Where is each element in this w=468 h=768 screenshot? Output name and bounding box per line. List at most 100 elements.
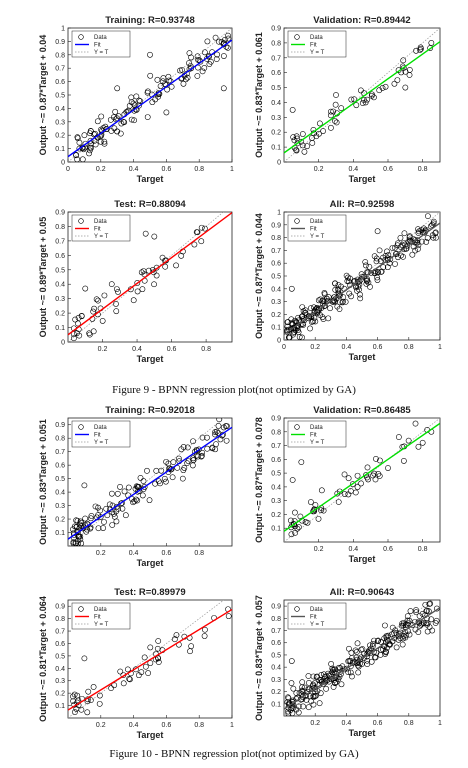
data-point xyxy=(305,704,312,711)
data-point xyxy=(371,253,378,260)
data-point xyxy=(320,297,327,304)
data-point xyxy=(168,83,175,90)
legend-data-label: Data xyxy=(94,425,107,431)
data-point xyxy=(74,330,80,337)
data-point xyxy=(429,232,436,239)
data-point xyxy=(377,457,383,464)
data-point xyxy=(315,297,322,304)
data-point xyxy=(188,65,195,72)
y-tick-label: 0.3 xyxy=(55,678,65,685)
data-point xyxy=(416,613,423,619)
y-tick-label: 0.3 xyxy=(271,299,281,306)
data-point xyxy=(382,622,388,629)
plot-title: Test: R=0.89979 xyxy=(114,587,185,598)
fit-line xyxy=(68,426,232,540)
data-point xyxy=(101,140,108,147)
data-point xyxy=(117,668,124,675)
data-point xyxy=(157,480,164,487)
data-point xyxy=(364,661,371,668)
y-axis-label: Output ~= 0.81*Target + 0.064 xyxy=(38,596,48,722)
data-point xyxy=(400,57,407,64)
data-point xyxy=(70,698,77,705)
data-point xyxy=(121,488,128,495)
y-axis-label: Output ~= 0.87*Target + 0.078 xyxy=(254,417,264,543)
data-point xyxy=(353,649,360,655)
data-point xyxy=(348,293,354,300)
data-point xyxy=(361,97,367,103)
data-point xyxy=(378,269,384,275)
data-point xyxy=(139,492,146,499)
data-point xyxy=(98,113,105,120)
data-point xyxy=(412,420,419,427)
regression-panel: 0.2 0.4 0.6 0.8 0 0.1 0.2 0.3 0.4 0.5 0.6 0.7 0.8 0.9… xyxy=(38,199,233,364)
y-tick-label: 0.8 xyxy=(55,224,65,231)
data-point xyxy=(384,248,390,255)
legend-data-label: Data xyxy=(310,425,323,431)
data-point xyxy=(330,666,337,673)
figure-10-caption: Figure 10 - BPNN regression plot(not opt… xyxy=(109,748,359,760)
legend-fit-label: Fit xyxy=(310,433,317,439)
legend-identity-label: Y = T xyxy=(94,234,109,240)
data-point xyxy=(288,680,295,686)
data-point xyxy=(154,645,161,652)
data-point xyxy=(75,533,82,540)
data-point xyxy=(70,540,77,546)
y-tick-label: 0.8 xyxy=(55,52,65,59)
data-point xyxy=(368,658,375,665)
data-point xyxy=(335,287,342,294)
data-point xyxy=(341,491,348,497)
data-point xyxy=(147,644,154,651)
data-point xyxy=(371,470,378,477)
y-tick-label: 0.5 xyxy=(55,93,65,100)
data-point xyxy=(113,286,120,293)
data-point xyxy=(74,517,81,524)
y-axis-label: Output ~= 0.83*Target + 0.051 xyxy=(38,419,48,545)
data-point xyxy=(299,334,305,340)
data-point xyxy=(190,455,197,462)
data-point xyxy=(429,627,436,634)
data-point xyxy=(322,302,329,309)
y-tick-label: 0.9 xyxy=(55,210,65,217)
data-point xyxy=(366,263,373,270)
y-tick-label: 0.7 xyxy=(55,629,65,636)
data-point xyxy=(386,641,393,648)
data-point xyxy=(310,682,316,689)
data-point xyxy=(292,509,298,516)
fit-line xyxy=(284,607,440,710)
data-point xyxy=(202,626,208,633)
y-tick-label: 0.2 xyxy=(271,689,281,696)
data-point xyxy=(289,477,296,483)
legend-identity-label: Y = T xyxy=(94,622,109,628)
data-point xyxy=(299,142,306,149)
data-point xyxy=(375,268,381,275)
data-point xyxy=(316,700,323,707)
data-point xyxy=(330,684,337,690)
data-point xyxy=(141,654,148,661)
data-point xyxy=(359,646,366,652)
identity-line xyxy=(68,212,224,342)
plot-title: Training: R=0.93748 xyxy=(105,15,195,26)
data-point xyxy=(184,460,190,467)
data-point xyxy=(108,490,115,497)
data-point xyxy=(206,53,212,60)
data-point xyxy=(100,525,107,531)
data-point xyxy=(128,99,135,106)
data-point xyxy=(299,313,306,320)
y-tick-label: 0.1 xyxy=(271,701,281,708)
y-tick-label: 0.4 xyxy=(55,106,65,113)
data-point xyxy=(198,238,205,245)
y-tick-label: 0.7 xyxy=(271,248,281,255)
data-point xyxy=(191,241,198,248)
data-point xyxy=(385,252,392,258)
data-point xyxy=(374,277,381,283)
data-point xyxy=(120,118,127,125)
data-point xyxy=(161,475,168,482)
data-point xyxy=(215,38,222,45)
data-point xyxy=(322,673,328,680)
legend-fit-label: Fit xyxy=(94,43,101,49)
data-point xyxy=(136,483,142,490)
data-point xyxy=(397,234,404,241)
data-point xyxy=(375,637,382,644)
data-point xyxy=(349,673,355,680)
x-tick-label: 0.8 xyxy=(194,722,204,729)
